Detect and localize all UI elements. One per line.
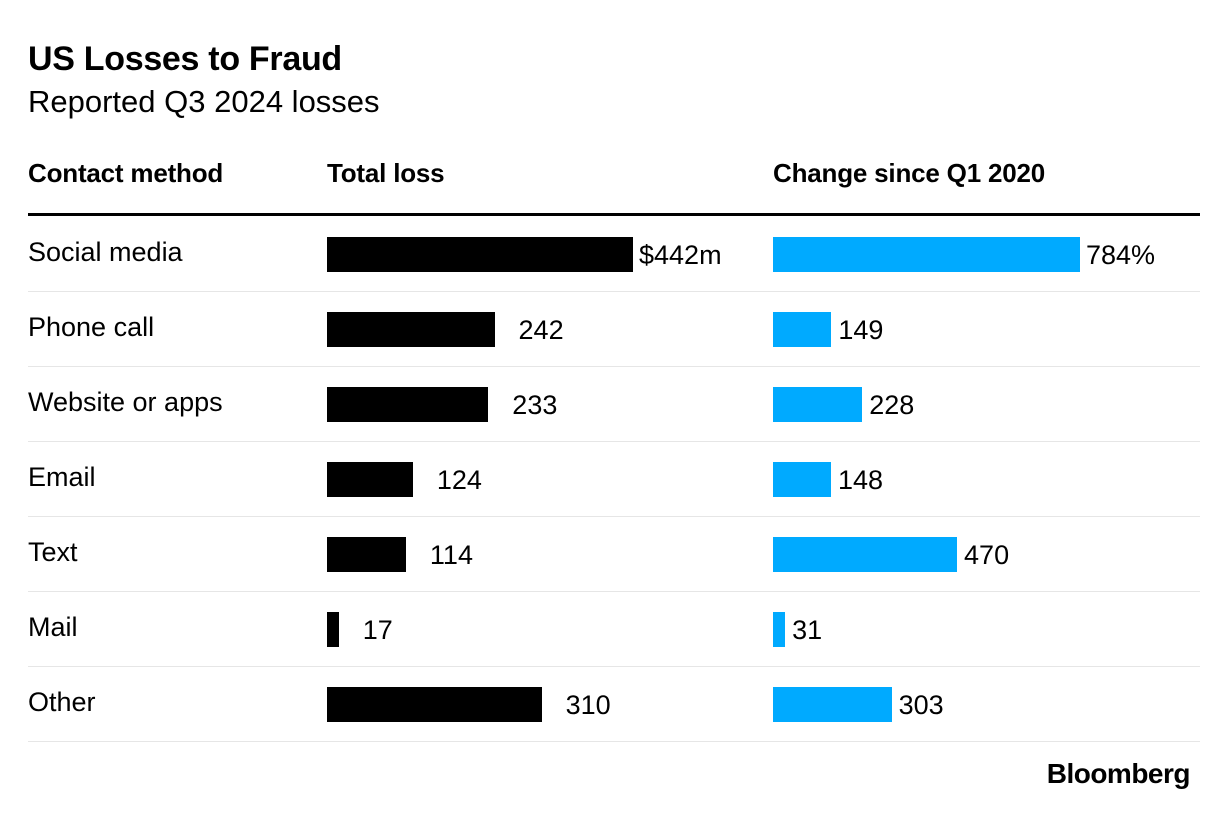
total-loss-bar — [327, 387, 489, 422]
total-loss-bar — [327, 687, 542, 722]
row-divider — [28, 666, 1200, 667]
row-label: Email — [28, 462, 96, 492]
row-divider — [28, 741, 1200, 742]
row-label: Text — [28, 537, 78, 567]
header-rule — [28, 213, 1200, 216]
total-loss-bar — [327, 462, 413, 497]
total-loss-value-label: 233 — [512, 390, 558, 420]
row-label: Website or apps — [28, 387, 223, 417]
column-header-total-loss: Total loss — [327, 158, 445, 188]
total-loss-value-label: 17 — [362, 615, 393, 645]
chart-subtitle: Reported Q3 2024 losses — [28, 84, 380, 119]
change-bar — [773, 462, 831, 497]
change-bar — [773, 237, 1080, 272]
column-header-change: Change since Q1 2020 — [773, 158, 1046, 188]
total-loss-bar — [327, 237, 633, 272]
change-bar — [773, 312, 832, 347]
row-divider — [28, 366, 1200, 367]
change-value-label: 31 — [792, 615, 823, 645]
change-value-label: 470 — [964, 540, 1010, 570]
total-loss-bar — [327, 612, 339, 647]
total-loss-bar — [327, 312, 495, 347]
change-value-label: 149 — [838, 315, 884, 345]
change-bar — [773, 612, 786, 647]
change-value-label: 303 — [898, 690, 944, 720]
row-label: Mail — [28, 612, 78, 642]
total-loss-value-label: 124 — [436, 465, 482, 495]
change-bar — [773, 687, 892, 722]
row-label: Social media — [28, 237, 183, 267]
total-loss-value-label: $442m — [639, 240, 722, 270]
total-loss-value-label: 310 — [565, 690, 611, 720]
row-divider — [28, 291, 1200, 292]
column-header-contact-method: Contact method — [28, 158, 224, 188]
row-label: Phone call — [28, 312, 155, 342]
change-value-label: 148 — [837, 465, 884, 495]
change-bar — [773, 537, 958, 572]
total-loss-value-label: 242 — [518, 315, 564, 345]
change-value-label: 784% — [1086, 240, 1156, 270]
row-divider — [28, 591, 1200, 592]
row-label: Other — [28, 687, 96, 717]
row-divider — [28, 516, 1200, 517]
chart-title: US Losses to Fraud — [28, 40, 342, 78]
change-bar — [773, 387, 863, 422]
bloomberg-logo: Bloomberg — [1046, 758, 1191, 789]
total-loss-bar — [327, 537, 406, 572]
row-divider — [28, 441, 1200, 442]
change-value-label: 228 — [869, 390, 915, 420]
total-loss-value-label: 114 — [429, 540, 473, 570]
